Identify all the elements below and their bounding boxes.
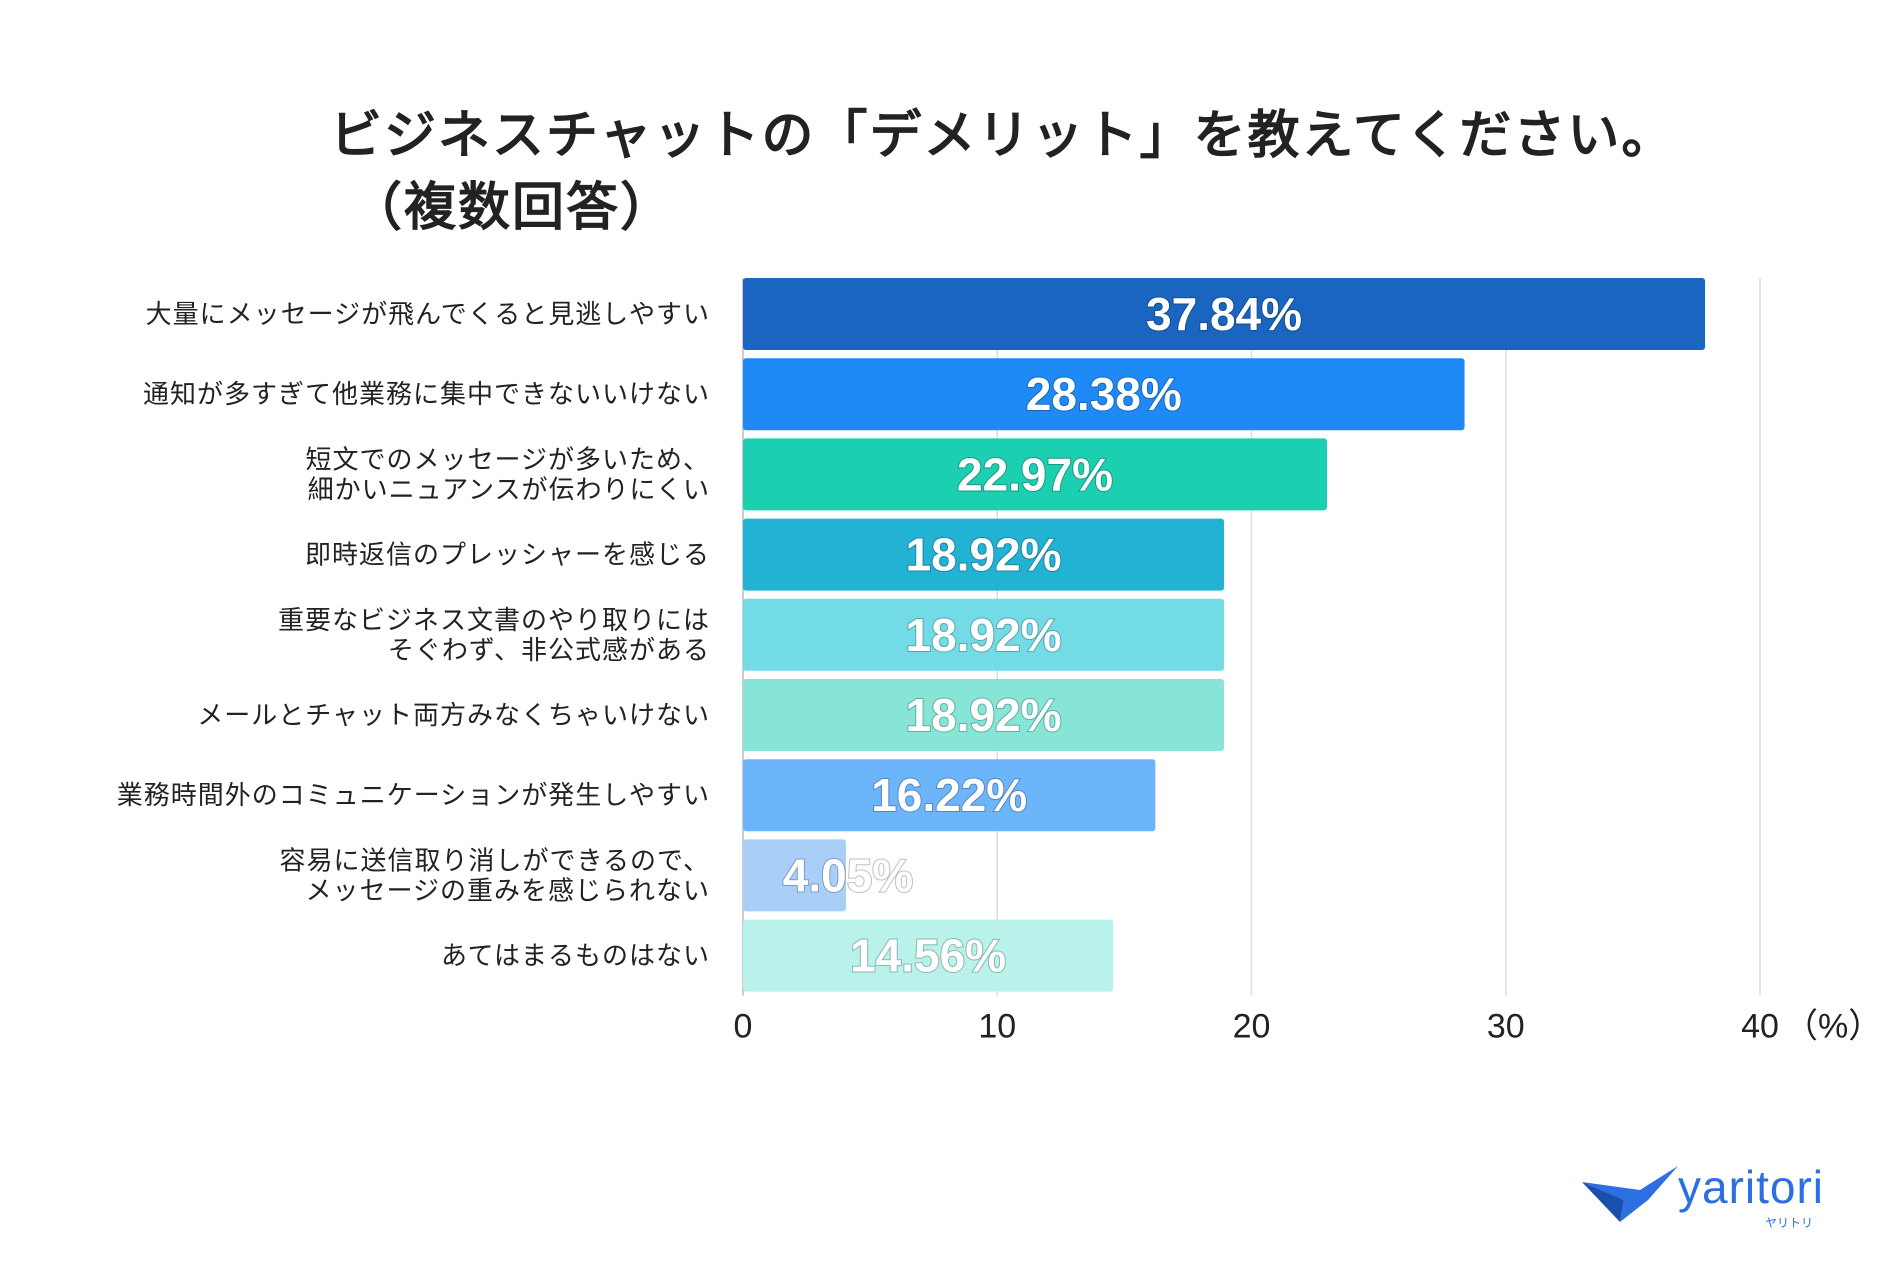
logo-wordmark: yaritori xyxy=(1678,1161,1825,1213)
bar xyxy=(743,839,846,912)
category-label: 細かいニュアンスが伝わりにくい xyxy=(308,475,710,505)
x-tick-label: 10 xyxy=(978,1008,1016,1046)
value-label: 16.22% xyxy=(871,769,1027,821)
category-label: 重要なビジネス文書のやり取りには xyxy=(278,606,710,636)
x-tick-label: 40 xyxy=(1741,1008,1779,1046)
value-labels: 37.84% 28.38% 22.97% 18.92% 18.92% 18.92% 16.2… xyxy=(782,287,1303,983)
value-label: 18.92% xyxy=(906,689,1062,741)
value-label: 22.97% xyxy=(957,448,1113,500)
value-label: 18.92% xyxy=(906,609,1062,661)
chart-title: ビジネスチャットの「デメリット」を教えてください。 （複数回答） xyxy=(330,100,1730,244)
bar xyxy=(743,278,1706,350)
bar xyxy=(743,518,1225,591)
x-tick-label: 30 xyxy=(1487,1008,1525,1046)
value-label: 28.38% xyxy=(1026,368,1182,420)
category-label: メッセージの重みを感じられない xyxy=(306,876,710,906)
chart-title-line1: ビジネスチャットの「デメリット」を教えてください。 xyxy=(330,106,1676,166)
yaritori-bird-icon xyxy=(1582,1166,1678,1222)
category-labels: 大量にメッセージが飛んでくると見逃しやすい通知が多すぎて他業務に集中できないいけ… xyxy=(117,300,710,972)
category-label: 即時返信のプレッシャーを感じる xyxy=(305,541,710,571)
yaritori-logo: yaritori ヤリトリ xyxy=(1580,1160,1823,1230)
logo-kana: ヤリトリ xyxy=(1765,1216,1814,1230)
category-label: 短文でのメッセージが多いため、 xyxy=(306,445,710,475)
category-label: そぐわず、非公式感がある xyxy=(388,636,710,666)
bar xyxy=(743,598,1225,671)
value-label: 4.05% xyxy=(783,849,913,901)
x-tick-label: 0 xyxy=(734,1008,753,1046)
x-axis-ticks: 0 10 20 30 40 （%） xyxy=(734,1008,1883,1046)
value-label: 37.84% xyxy=(1146,288,1302,340)
category-label: 通知が多すぎて他業務に集中できないいけない xyxy=(143,380,710,410)
category-label: 業務時間外のコミュニケーションが発生しやすい xyxy=(117,781,710,811)
bar xyxy=(743,919,1114,992)
bars xyxy=(743,278,1706,992)
bar xyxy=(743,759,1156,832)
category-label: 大量にメッセージが飛んでくると見逃しやすい xyxy=(146,300,710,330)
chart-title-line2: （複数回答） xyxy=(350,178,675,238)
bar xyxy=(743,358,1465,431)
category-label: あてはまるものはない xyxy=(441,942,710,972)
category-label: 容易に送信取り消しができるので、 xyxy=(280,846,710,876)
x-tick-label: 20 xyxy=(1233,1008,1271,1046)
category-label: メールとチャット両方みなくちゃいけない xyxy=(197,701,710,731)
bar xyxy=(743,438,1328,511)
x-axis-unit: （%） xyxy=(1784,1008,1882,1046)
bar xyxy=(743,679,1225,751)
value-label: 14.56% xyxy=(850,930,1006,982)
value-label: 18.92% xyxy=(906,529,1062,581)
